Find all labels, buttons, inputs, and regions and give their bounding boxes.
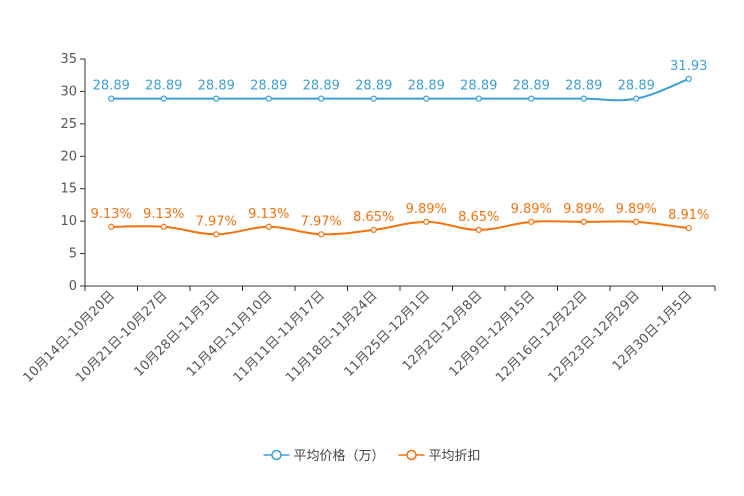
data-point[interactable]: [528, 95, 535, 102]
legend-label: 平均折扣: [429, 449, 481, 464]
y-tick-label: 30: [60, 84, 77, 99]
data-point[interactable]: [318, 231, 325, 238]
data-point[interactable]: [265, 223, 272, 230]
data-point[interactable]: [475, 95, 482, 102]
data-label: 28.89: [355, 79, 392, 94]
data-label: 9.13%: [91, 207, 132, 222]
data-point[interactable]: [633, 218, 640, 225]
x-tick-label: 10月21日-10月27日: [73, 288, 170, 385]
data-label: 28.89: [198, 79, 235, 94]
data-point[interactable]: [475, 226, 482, 233]
y-tick-label: 10: [60, 214, 77, 229]
x-tick-label: 11月18日-11月24日: [283, 288, 380, 385]
y-tick-label: 35: [60, 52, 77, 67]
legend-item-2[interactable]: 平均折扣: [398, 449, 481, 464]
data-label: 9.13%: [248, 207, 289, 222]
data-label: 28.89: [565, 79, 602, 94]
data-label: 8.91%: [668, 208, 709, 223]
data-label: 28.89: [250, 79, 287, 94]
y-tick-label: 5: [69, 247, 77, 262]
data-label: 28.89: [460, 79, 497, 94]
data-point[interactable]: [108, 95, 115, 102]
data-point[interactable]: [580, 95, 587, 102]
data-point[interactable]: [528, 218, 535, 225]
y-tick-label: 0: [69, 279, 77, 294]
data-label: 28.89: [145, 79, 182, 94]
data-label: 7.97%: [301, 214, 342, 229]
data-point[interactable]: [370, 226, 377, 233]
series-layer: 28.89 28.89 28.89 28.89 28.89 28.89 28.89 28.89…: [91, 59, 709, 238]
series-2: 9.13% 9.13% 7.97% 9.13% 7.97% 8.65% 9.89% 8.65%…: [91, 202, 709, 238]
x-tick-label: 12月23日-12月29日: [546, 288, 643, 385]
data-label: 9.89%: [563, 202, 604, 217]
data-label: 28.89: [408, 79, 445, 94]
data-point[interactable]: [370, 95, 377, 102]
data-label: 9.13%: [143, 207, 184, 222]
legend-marker-icon: [271, 449, 282, 461]
data-label: 9.89%: [511, 202, 552, 217]
data-point[interactable]: [318, 95, 325, 102]
y-tick-label: 25: [60, 117, 77, 132]
data-point[interactable]: [265, 95, 272, 102]
data-point[interactable]: [160, 223, 167, 230]
x-tick-label: 10月14日-10月20日: [21, 288, 118, 385]
data-point[interactable]: [213, 95, 220, 102]
data-point[interactable]: [685, 75, 692, 83]
y-tick-label: 15: [60, 182, 77, 197]
data-label: 9.89%: [616, 202, 657, 217]
data-point[interactable]: [160, 95, 167, 102]
series-1: 28.89 28.89 28.89 28.89 28.89 28.89 28.89 28.89…: [93, 59, 707, 102]
legend-label: 平均价格（万）: [293, 448, 384, 464]
data-point[interactable]: [633, 95, 640, 102]
data-label: 28.89: [618, 79, 655, 94]
data-label: 28.89: [93, 79, 130, 94]
data-label: 8.65%: [458, 210, 499, 225]
x-tick-label: 12月16日-12月22日: [493, 288, 590, 385]
legend-marker-icon: [406, 449, 417, 461]
y-tick-label: 20: [60, 149, 77, 164]
x-tick-label: 11月11日-11月17日: [231, 288, 328, 385]
data-point[interactable]: [423, 95, 430, 102]
data-label: 31.93: [670, 59, 707, 74]
legend[interactable]: 平均价格（万） 平均折扣: [263, 448, 481, 464]
data-point[interactable]: [580, 218, 587, 225]
data-point[interactable]: [213, 231, 220, 238]
x-axis: 10月14日-10月20日10月21日-10月27日10月28日-11月3日11…: [21, 285, 716, 386]
data-label: 8.65%: [353, 210, 394, 225]
data-label: 9.89%: [406, 202, 447, 217]
data-point[interactable]: [423, 218, 430, 225]
legend-item-1[interactable]: 平均价格（万）: [263, 448, 385, 464]
data-point[interactable]: [685, 225, 692, 232]
series-line: [111, 220, 689, 236]
data-label: 7.97%: [196, 214, 237, 229]
series-line: [111, 77, 690, 102]
data-label: 28.89: [513, 79, 550, 94]
y-axis: 0 5 10 15 20 25 30 35: [60, 52, 86, 294]
data-point[interactable]: [108, 223, 115, 230]
data-label: 28.89: [303, 79, 340, 94]
